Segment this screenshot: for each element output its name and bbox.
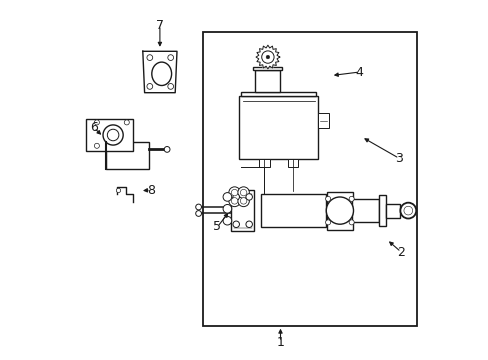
Circle shape xyxy=(237,187,249,198)
Circle shape xyxy=(94,120,99,125)
Circle shape xyxy=(245,221,252,228)
Ellipse shape xyxy=(151,62,171,85)
Circle shape xyxy=(232,221,239,228)
Circle shape xyxy=(107,129,119,141)
Text: 5: 5 xyxy=(213,220,221,233)
Circle shape xyxy=(94,143,99,148)
Bar xyxy=(255,71,280,92)
Circle shape xyxy=(400,203,415,219)
Bar xyxy=(318,113,328,128)
Circle shape xyxy=(348,196,353,201)
Text: 4: 4 xyxy=(355,66,363,78)
Bar xyxy=(241,92,316,96)
Bar xyxy=(106,142,149,169)
Circle shape xyxy=(164,147,170,152)
Circle shape xyxy=(223,216,231,225)
Circle shape xyxy=(231,189,237,196)
Polygon shape xyxy=(142,51,177,93)
Text: 8: 8 xyxy=(146,184,155,197)
Text: 7: 7 xyxy=(156,19,163,32)
Bar xyxy=(379,195,385,226)
Circle shape xyxy=(348,220,353,225)
Circle shape xyxy=(146,84,152,89)
Circle shape xyxy=(325,197,353,224)
Bar xyxy=(230,190,254,231)
Bar xyxy=(253,67,282,71)
Circle shape xyxy=(146,55,152,60)
Text: 3: 3 xyxy=(395,152,403,165)
Circle shape xyxy=(195,211,201,216)
Circle shape xyxy=(228,195,240,207)
Circle shape xyxy=(240,198,246,204)
Circle shape xyxy=(325,196,330,201)
Circle shape xyxy=(245,194,252,200)
Circle shape xyxy=(240,189,246,196)
Circle shape xyxy=(116,188,121,193)
Circle shape xyxy=(325,220,330,225)
Circle shape xyxy=(228,187,240,198)
Text: 1: 1 xyxy=(276,336,284,348)
Bar xyxy=(260,194,325,227)
Bar xyxy=(203,32,416,326)
Bar xyxy=(385,204,400,217)
Circle shape xyxy=(223,193,231,201)
Circle shape xyxy=(167,55,173,60)
Circle shape xyxy=(195,204,201,210)
Circle shape xyxy=(403,206,412,215)
Circle shape xyxy=(232,194,239,200)
Circle shape xyxy=(167,84,173,89)
Circle shape xyxy=(103,125,123,145)
Circle shape xyxy=(265,55,269,59)
Bar xyxy=(326,192,352,230)
Circle shape xyxy=(237,195,249,207)
Bar xyxy=(86,119,133,151)
Circle shape xyxy=(223,204,231,213)
Circle shape xyxy=(231,198,237,204)
Text: 2: 2 xyxy=(396,246,404,258)
Bar xyxy=(258,158,269,166)
Bar xyxy=(352,199,379,222)
Bar xyxy=(287,158,298,166)
Circle shape xyxy=(261,51,273,63)
Polygon shape xyxy=(256,45,279,69)
Text: 6: 6 xyxy=(90,121,98,134)
Bar xyxy=(239,96,318,159)
Circle shape xyxy=(124,120,129,125)
